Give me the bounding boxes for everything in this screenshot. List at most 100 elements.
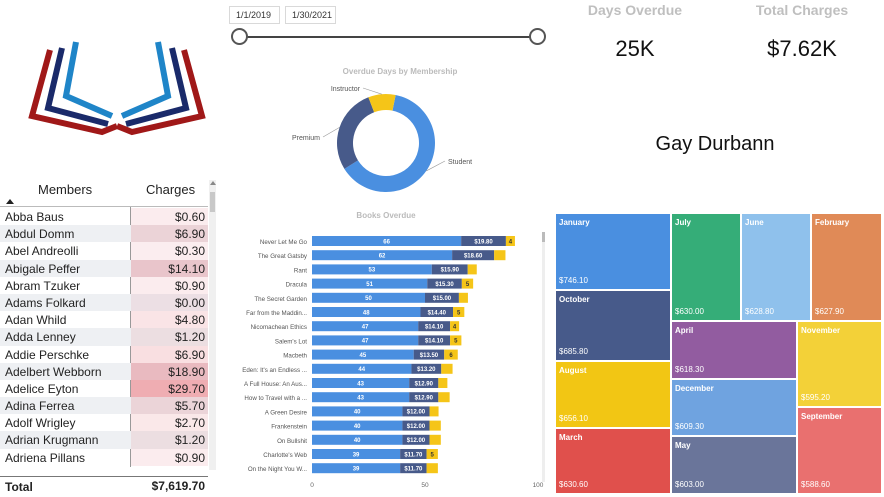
treemap-tile-october[interactable]: October $685.80 <box>555 290 671 361</box>
bar-value-label: 40 <box>354 424 361 430</box>
sort-ascending-icon[interactable] <box>6 199 14 204</box>
book-label: Nicomachean Ethics <box>251 324 307 331</box>
bar-segment[interactable] <box>312 449 401 459</box>
table-row[interactable]: Abel Andreolli $0.30 <box>0 242 208 260</box>
bar-segment[interactable] <box>426 463 438 474</box>
treemap-tile-november[interactable]: November $595.20 <box>797 321 882 407</box>
bar-segment[interactable] <box>312 363 412 374</box>
slider-end-handle[interactable] <box>529 28 546 45</box>
table-row[interactable]: Abram Tzuker $0.90 <box>0 276 208 294</box>
donut-slice-premium[interactable] <box>337 97 375 169</box>
bar-segment[interactable] <box>312 406 403 417</box>
bar-segment[interactable] <box>494 250 506 261</box>
bar-segment[interactable] <box>438 378 448 388</box>
bar-segment[interactable] <box>409 378 439 388</box>
treemap-tile-august[interactable]: August $656.10 <box>555 361 671 428</box>
bar-segment[interactable] <box>458 292 468 303</box>
bar-segment[interactable] <box>426 449 438 459</box>
end-date-input[interactable]: 1/30/2021 <box>285 6 336 24</box>
bar-segment[interactable] <box>312 349 414 360</box>
bar-segment[interactable] <box>312 335 419 346</box>
bar-segment[interactable] <box>312 278 428 289</box>
bar-segment[interactable] <box>312 307 421 317</box>
bar-segment[interactable] <box>429 406 439 417</box>
bar-segment[interactable] <box>429 434 441 445</box>
bar-segment[interactable] <box>409 392 439 403</box>
bar-segment[interactable] <box>312 292 425 303</box>
treemap-tile-december[interactable]: December $609.30 <box>671 379 797 436</box>
bar-segment[interactable] <box>312 420 403 431</box>
bar-segment[interactable] <box>450 335 462 346</box>
table-row[interactable]: Adan Whild $4.80 <box>0 311 208 329</box>
slider-start-handle[interactable] <box>231 28 248 45</box>
bar-segment[interactable] <box>461 236 506 246</box>
bar-segment[interactable] <box>411 363 442 374</box>
bar-segment[interactable] <box>450 321 460 332</box>
treemap-tile-july[interactable]: July $630.00 <box>671 213 741 321</box>
bar-segment[interactable] <box>400 463 427 474</box>
members-column-header[interactable]: Members <box>38 182 93 197</box>
bar-segment[interactable] <box>312 434 403 445</box>
bar-segment[interactable] <box>438 392 450 403</box>
table-row[interactable]: Adriena Pillans $0.90 <box>0 448 208 466</box>
bar-segment[interactable] <box>312 378 410 388</box>
treemap-tile-march[interactable]: March $630.60 <box>555 428 671 494</box>
bar-segment[interactable] <box>312 321 419 332</box>
bar-segment[interactable] <box>418 335 451 346</box>
treemap-tile-september[interactable]: September $588.60 <box>797 407 882 494</box>
table-row[interactable]: Adda Lenney $1.20 <box>0 328 208 346</box>
table-row[interactable]: Adams Folkard $0.00 <box>0 293 208 312</box>
donut-slice-instructor[interactable] <box>368 94 396 113</box>
table-row[interactable]: Adelice Eyton $29.70 <box>0 379 208 398</box>
bar-segment[interactable] <box>505 236 515 246</box>
bar-segment[interactable] <box>312 264 432 275</box>
bar-segment[interactable] <box>402 434 430 445</box>
treemap-tile-may[interactable]: May $603.00 <box>671 436 797 494</box>
bar-segment[interactable] <box>312 392 410 403</box>
chart-scrollbar[interactable] <box>542 232 545 482</box>
charges-column-header[interactable]: Charges <box>146 182 196 197</box>
treemap-tile-february[interactable]: February $627.90 <box>811 213 882 321</box>
table-row[interactable]: Adelbert Webborn $18.90 <box>0 362 208 380</box>
member-charge: $0.60 <box>131 208 208 226</box>
member-name: Abram Tzuker <box>5 278 81 293</box>
bar-segment[interactable] <box>402 406 430 417</box>
chart-scrollbar-thumb[interactable] <box>542 232 545 242</box>
treemap-tile-april[interactable]: April $618.30 <box>671 321 797 379</box>
bar-segment[interactable] <box>413 349 445 360</box>
table-row[interactable]: Abigale Peffer $14.10 <box>0 259 208 277</box>
bar-segment[interactable] <box>441 363 453 374</box>
treemap-tile-value: $603.00 <box>675 480 704 489</box>
table-row[interactable]: Abdul Domm $6.90 <box>0 225 208 243</box>
bar-segment[interactable] <box>402 420 430 431</box>
table-row[interactable]: Abba Baus $0.60 <box>0 208 208 226</box>
bar-segment[interactable] <box>444 349 458 360</box>
bar-segment[interactable] <box>453 307 465 317</box>
bar-value-label: $12.00 <box>407 410 426 416</box>
donut-slice-student[interactable] <box>344 94 435 192</box>
bar-segment[interactable] <box>461 278 474 289</box>
bar-segment[interactable] <box>429 420 441 431</box>
bar-segment[interactable] <box>420 307 454 317</box>
bar-segment[interactable] <box>418 321 451 332</box>
bar-segment[interactable] <box>400 449 427 459</box>
table-row[interactable]: Adolf Wrigley $2.70 <box>0 414 208 432</box>
treemap-tile-june[interactable]: June $628.80 <box>741 213 811 321</box>
table-row[interactable]: Adrian Krugmann $1.20 <box>0 431 208 449</box>
bar-segment[interactable] <box>467 264 477 275</box>
table-row[interactable]: Addie Perschke $6.90 <box>0 345 208 363</box>
treemap-tile-january[interactable]: January $746.10 <box>555 213 671 290</box>
table-row[interactable]: Adina Ferrea $5.70 <box>0 397 208 415</box>
bar-segment[interactable] <box>427 278 462 289</box>
table-scrollbar[interactable] <box>209 180 216 470</box>
start-date-input[interactable]: 1/1/2019 <box>229 6 280 24</box>
bar-segment[interactable] <box>312 250 453 261</box>
scrollbar-thumb[interactable] <box>210 192 215 212</box>
bar-segment[interactable] <box>425 292 459 303</box>
bar-segment[interactable] <box>312 463 401 474</box>
bar-segment[interactable] <box>312 236 462 246</box>
bar-segment[interactable] <box>452 250 495 261</box>
date-range-slider-track[interactable] <box>239 36 537 38</box>
scroll-up-icon[interactable] <box>210 181 216 185</box>
bar-segment[interactable] <box>431 264 468 275</box>
